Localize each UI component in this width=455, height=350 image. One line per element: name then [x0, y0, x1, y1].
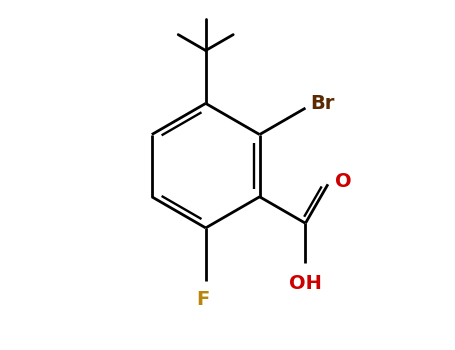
Text: O: O	[335, 172, 352, 191]
Text: F: F	[196, 290, 209, 309]
Text: Br: Br	[310, 93, 335, 113]
Text: OH: OH	[289, 274, 322, 293]
